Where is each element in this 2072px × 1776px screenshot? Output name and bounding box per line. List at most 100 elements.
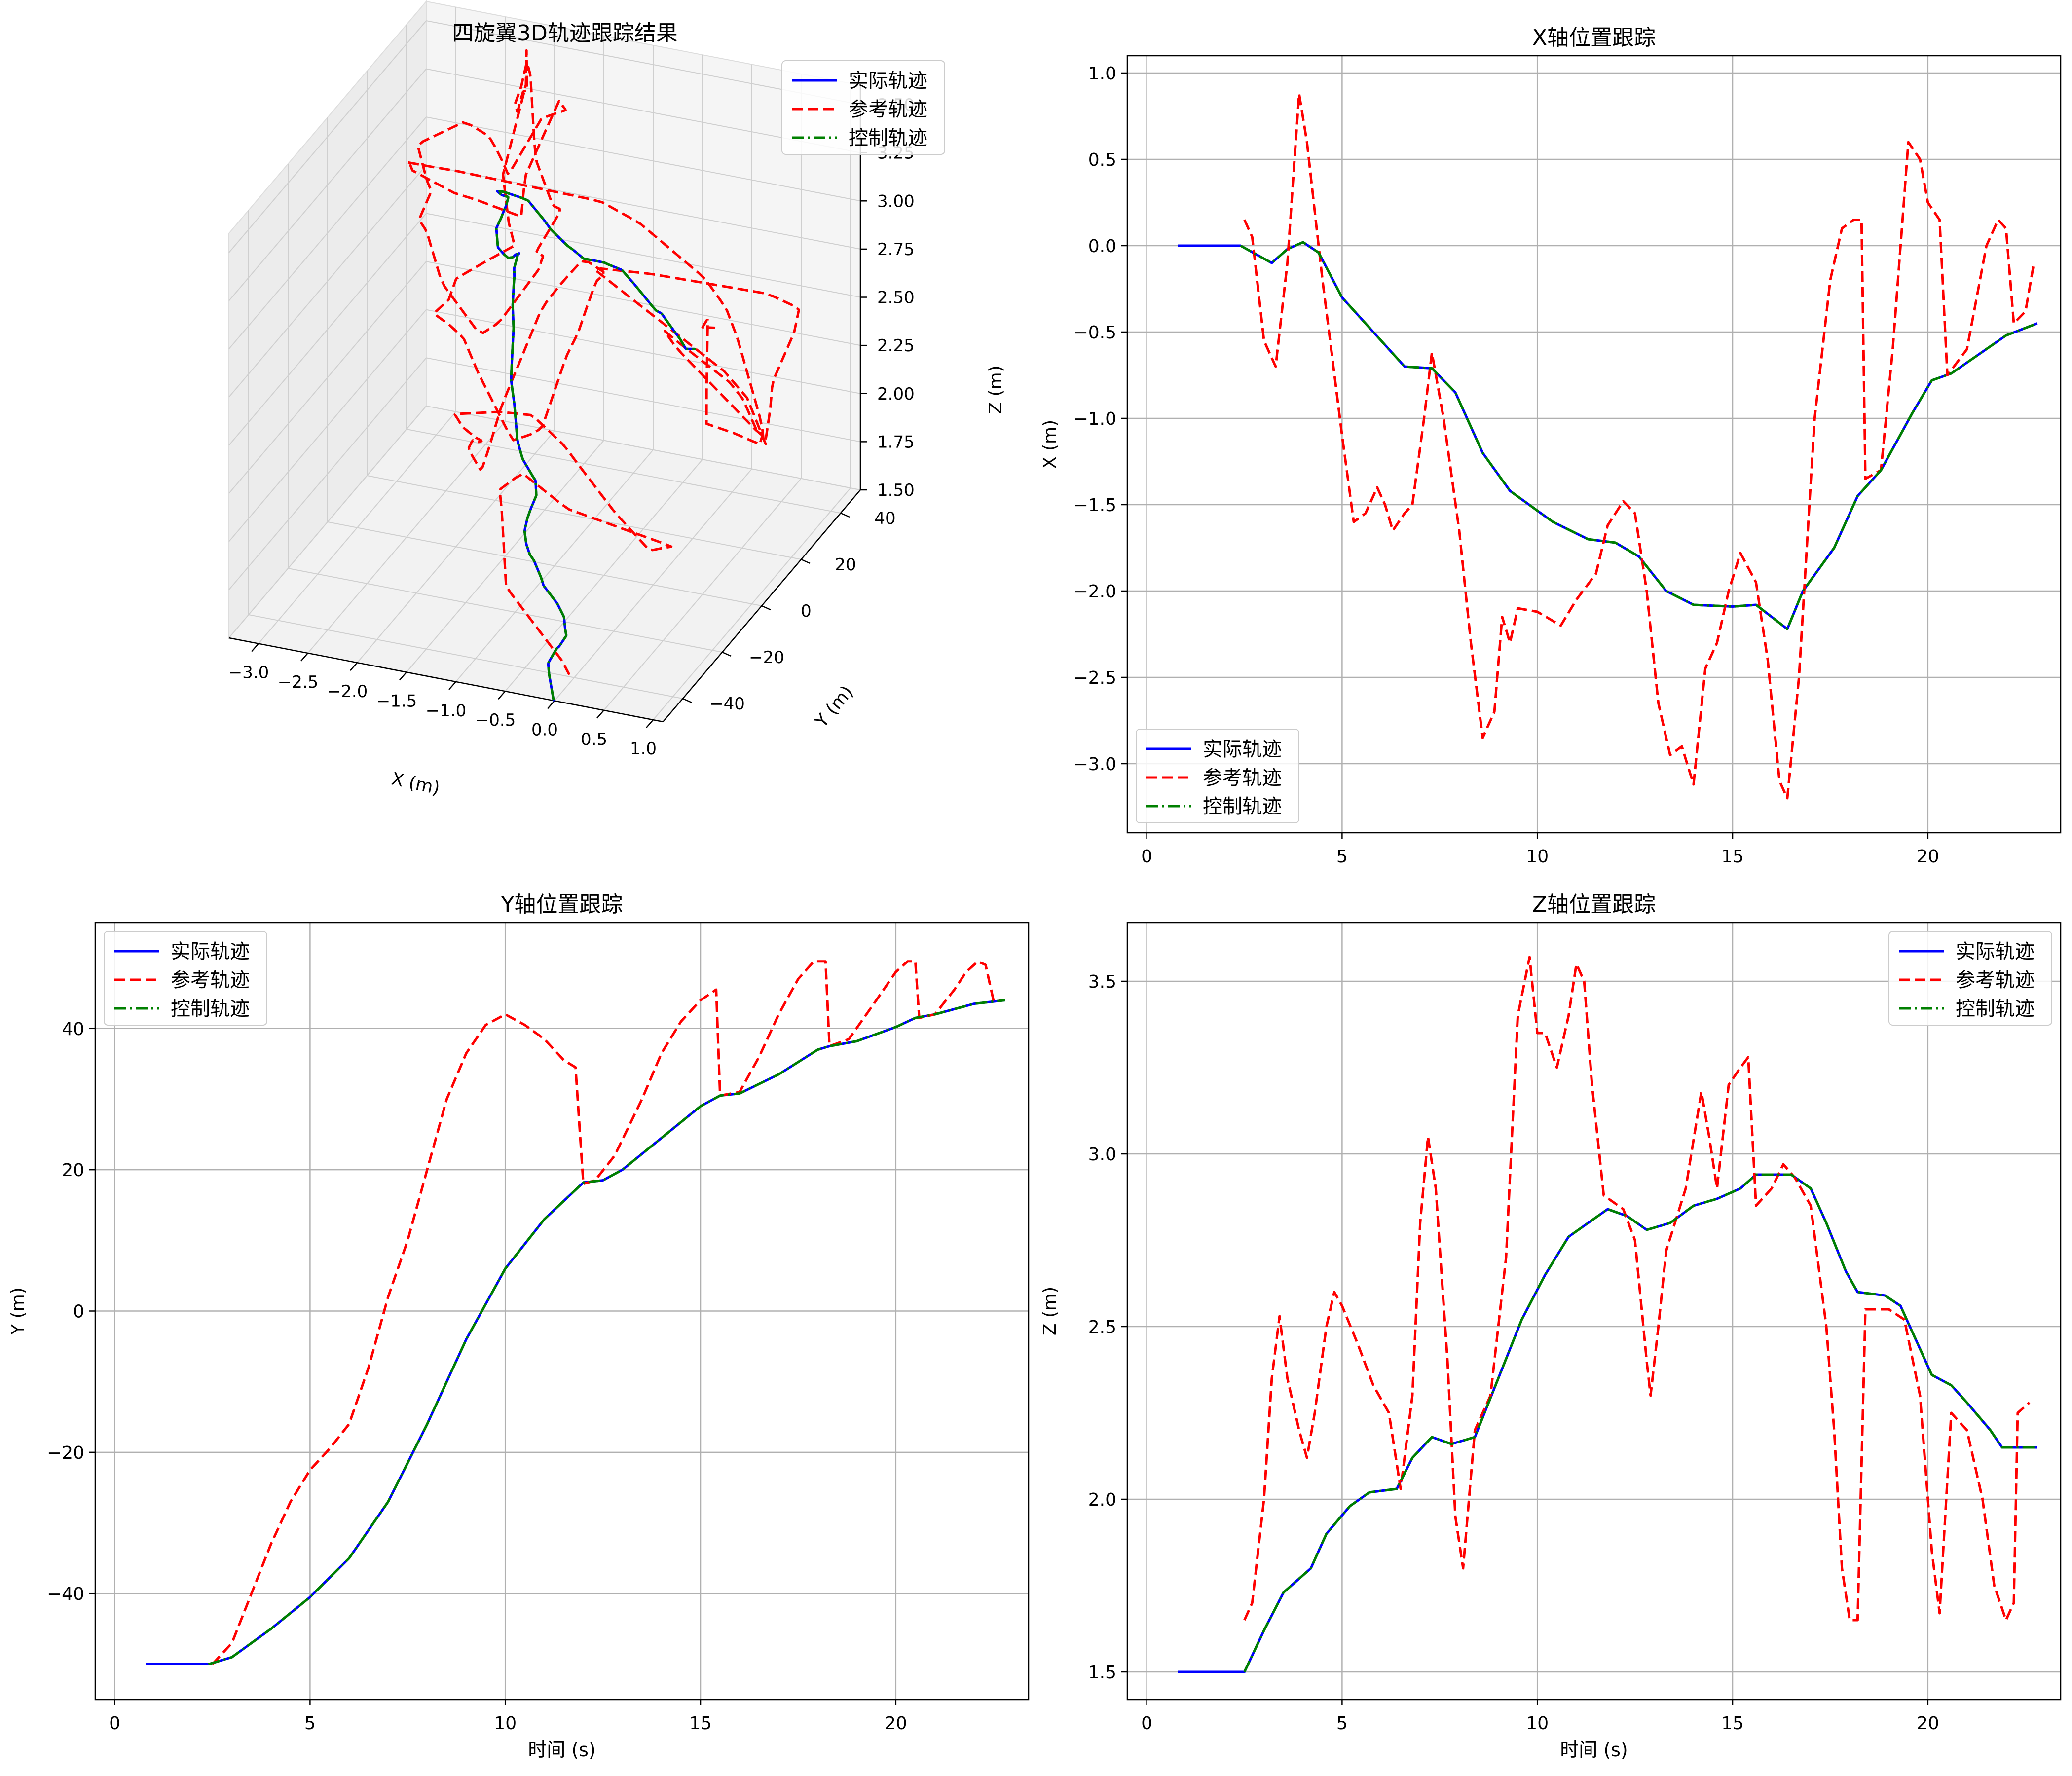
grid-line-3d: [367, 475, 802, 560]
x-tick-label: 20: [885, 1713, 907, 1734]
x-tick-label: 0.0: [531, 720, 558, 740]
x-tick-label: −0.5: [475, 710, 516, 730]
trajectory-3d: [406, 49, 800, 675]
legend-box: [1136, 729, 1299, 823]
y-tick-label: 3.0: [1088, 1145, 1116, 1165]
y-axis-label: Y (m): [8, 1287, 28, 1335]
x-tick: [547, 700, 555, 709]
series-line: [208, 999, 1005, 1665]
z-tick-label: 2.75: [877, 240, 915, 259]
x-tick: [498, 691, 506, 700]
x-axis-label: 时间 (s): [1560, 1739, 1628, 1761]
x-tick: [646, 719, 654, 728]
legend-label: 实际轨迹: [171, 940, 250, 963]
grid-line-3d: [228, 165, 427, 398]
3d-trajectory-chart: −3.0 −2.5 −2.0 −1.5 −1.0 −0.5 0.0 0.5 1.0 −40 −20 0…: [228, 0, 1006, 799]
y-tick-label: 0.0: [1088, 236, 1116, 257]
x-tick-label: 0: [109, 1713, 120, 1734]
z-tick-label: 1.75: [877, 432, 915, 452]
series-line: [211, 960, 1005, 1665]
legend-label: 控制轨迹: [1203, 795, 1282, 818]
series-line: [1240, 241, 2038, 630]
y-tick-label: 1.5: [1088, 1663, 1116, 1683]
trajectory-3d: [495, 190, 697, 701]
x-tick-label: 5: [1336, 1713, 1348, 1734]
y-tick-label: −20: [749, 648, 784, 667]
x-tick-label: −2.0: [327, 682, 368, 702]
legend-label: 实际轨迹: [849, 70, 927, 92]
y-tick-label: −1.5: [1073, 495, 1116, 516]
chart-title: Z轴位置跟踪: [1532, 892, 1656, 917]
series-line: [1243, 956, 2031, 1622]
z-tick-label: 1.50: [877, 481, 915, 500]
x-tick-label: 15: [1721, 847, 1744, 867]
grid-line-3d: [426, 164, 861, 250]
x-tracking-chart: 0 5 10 15 20 1.0 0.5 0.0 −0.5 −1.0 −1.5 −2.0 −2.5 −3.…: [1040, 25, 2062, 867]
x-tick-label: 20: [1917, 1713, 1939, 1734]
legend-box: [781, 60, 945, 155]
plot-frame: [1126, 55, 2062, 834]
series-line: [1243, 92, 2035, 800]
y-tick-label: 0.5: [1088, 150, 1116, 170]
x-tick-label: 5: [304, 1713, 316, 1734]
x-tick: [596, 709, 604, 719]
y-axis-label: Z (m): [1040, 1287, 1060, 1335]
y-tick: [801, 558, 811, 564]
grid-line-3d: [228, 116, 427, 349]
legend-label: 参考轨迹: [849, 98, 927, 121]
x-tick-label: −2.5: [278, 672, 319, 692]
x-tick: [399, 671, 407, 681]
x-tick-label: −3.0: [228, 663, 269, 683]
grid-line-3d: [426, 357, 861, 443]
z-tick-label: 2.50: [877, 288, 915, 308]
legend-label: 控制轨迹: [849, 127, 927, 149]
legend-label: 参考轨迹: [171, 969, 250, 992]
x-axis-line: [228, 637, 664, 723]
y-tick-label: 1.0: [1088, 64, 1116, 84]
legend-label: 实际轨迹: [1203, 738, 1282, 761]
x-tick-label: 20: [1917, 847, 1939, 867]
y-tick-label: −2.0: [1073, 582, 1116, 602]
grid-line-3d: [228, 69, 427, 301]
y-tick-label: 0: [73, 1302, 84, 1322]
x-tick: [448, 681, 456, 690]
grid-line-3d: [426, 261, 861, 346]
chart-title: 四旋翼3D轨迹跟踪结果: [452, 21, 678, 46]
legend-box: [104, 931, 267, 1026]
x-tick: [350, 662, 358, 671]
y-tick-label: −2.5: [1073, 668, 1116, 688]
x-tick-label: −1.0: [426, 701, 467, 721]
x-tick-label: 0: [1141, 847, 1152, 867]
grid-line-3d: [228, 357, 427, 591]
legend-box: [1888, 931, 2052, 1026]
y-tick-label: −1.0: [1073, 409, 1116, 429]
z-axis-label: Z (m): [986, 365, 1006, 414]
grid-line-3d: [228, 261, 427, 494]
y-tick: [840, 512, 850, 518]
x-tick-label: 10: [494, 1713, 517, 1734]
y-tick: [682, 698, 692, 703]
y-tick-label: 20: [62, 1160, 84, 1181]
grid-line-3d: [426, 406, 861, 490]
x-tick-label: 10: [1526, 847, 1549, 867]
y-tick-label: 40: [874, 509, 895, 528]
grid-line-3d: [228, 309, 427, 542]
y-tick-label: −20: [47, 1443, 84, 1463]
grid-line-3d: [288, 568, 723, 653]
x-tick: [251, 643, 259, 652]
y-tick: [761, 605, 771, 611]
x-tick: [300, 653, 308, 662]
legend-label: 实际轨迹: [1956, 940, 2035, 963]
x-tick-label: 0.5: [581, 730, 607, 749]
grid-line-3d: [228, 406, 427, 638]
x-axis-label: 时间 (s): [528, 1739, 596, 1761]
y-tick-label: 2.5: [1088, 1317, 1116, 1337]
x-tick-label: −1.5: [376, 692, 417, 711]
legend-label: 控制轨迹: [1956, 998, 2035, 1020]
x-tick-label: 15: [1721, 1713, 1744, 1734]
grid-line-3d: [228, 213, 427, 446]
z-tick-label: 2.25: [877, 336, 915, 356]
